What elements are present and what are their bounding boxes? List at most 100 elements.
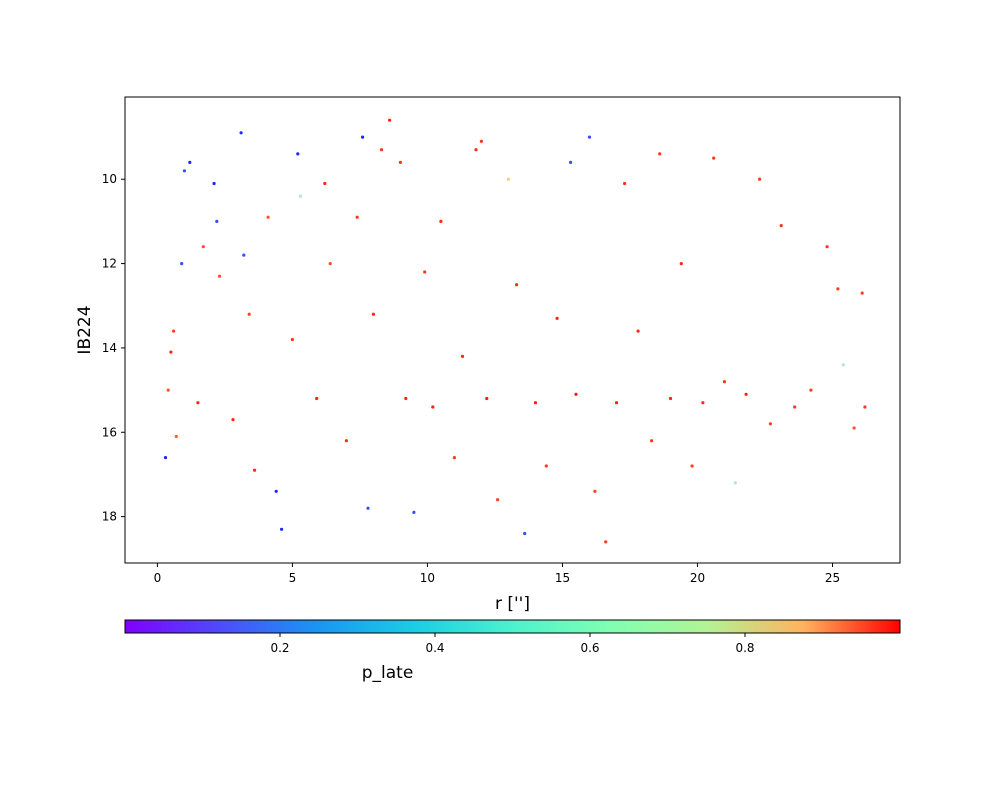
scatter-point: [506, 177, 510, 181]
scatter-point: [280, 527, 284, 531]
x-tick-label: 15: [555, 571, 570, 585]
scatter-point: [217, 274, 222, 278]
scatter-point: [779, 224, 783, 228]
scatter-point: [587, 135, 592, 139]
x-tick-label: 0: [154, 571, 162, 585]
scatter-point: [412, 510, 416, 514]
scatter-point: [650, 439, 654, 443]
scatter-point: [860, 291, 864, 295]
x-tick-label: 10: [420, 571, 435, 585]
scatter-point: [315, 396, 319, 401]
scatter-point: [533, 401, 538, 405]
colorbar: [124, 619, 901, 634]
scatter-point: [242, 253, 246, 257]
colorbar-label: p_late: [362, 663, 414, 683]
colorbar-tick-label: 0.4: [425, 641, 444, 655]
scatter-point: [439, 219, 443, 223]
colorbar-tick-label: 0.2: [270, 641, 289, 655]
scatter-point: [355, 215, 359, 219]
scatter-point: [166, 388, 170, 392]
scatter-point: [182, 169, 186, 173]
scatter-point: [863, 405, 867, 409]
scatter-point: [180, 262, 184, 266]
scatter-point: [744, 392, 748, 396]
x-tick-label: 5: [289, 571, 297, 585]
scatter-point: [323, 181, 327, 186]
scatter-point: [423, 270, 427, 274]
scatter-point: [809, 388, 813, 392]
scatter-point: [460, 354, 465, 358]
scatter-point: [569, 160, 573, 164]
scatter-point: [388, 118, 392, 122]
scatter-point: [841, 363, 845, 367]
scatter-point: [523, 531, 527, 536]
scatter-point: [452, 456, 456, 460]
scatter-point: [825, 245, 829, 249]
scatter-point: [668, 396, 673, 401]
scatter-point: [474, 148, 478, 152]
scatter-point: [768, 422, 773, 426]
scatter-point: [366, 506, 370, 510]
scatter-point: [690, 464, 694, 468]
scatter-point: [174, 434, 178, 439]
y-tick-label: 18: [102, 510, 117, 524]
scatter-point: [758, 177, 762, 181]
plot-area: [124, 96, 901, 564]
scatter-point: [172, 329, 176, 333]
scatter-point: [169, 350, 173, 354]
scatter-point: [188, 160, 192, 164]
scatter-point: [404, 396, 408, 401]
scatter-point: [722, 380, 727, 384]
scatter-point: [253, 468, 257, 472]
scatter-point: [344, 439, 348, 443]
scatter-point: [701, 401, 705, 405]
scatter-point: [298, 194, 303, 198]
scatter-point: [163, 456, 168, 460]
scatter-point: [852, 426, 856, 430]
scatter-point: [274, 489, 278, 493]
x-tick-label: 20: [690, 571, 705, 585]
scatter-point: [679, 262, 683, 266]
y-tick-label: 14: [102, 341, 117, 355]
y-tick-label: 16: [102, 425, 117, 439]
x-tick-label: 25: [825, 571, 840, 585]
colorbar-tick-label: 0.8: [735, 641, 754, 655]
scatter-point: [593, 489, 597, 493]
scatter-point: [479, 139, 483, 143]
scatter-point: [201, 245, 205, 249]
scatter-point: [266, 215, 270, 219]
scatter-point: [555, 316, 559, 320]
scatter-point: [614, 401, 619, 405]
scatter-point: [623, 181, 627, 186]
scatter-point: [361, 135, 365, 139]
scatter-point: [371, 312, 375, 316]
scatter-point: [604, 540, 608, 544]
scatter-point: [379, 148, 384, 152]
scatter-point: [296, 152, 300, 156]
colorbar-ticks: 0.2 0.4 0.6 0.8: [270, 633, 755, 655]
scatter-point: [196, 401, 200, 405]
scatter-point: [658, 152, 662, 156]
scatter-point: [239, 131, 243, 135]
scatter-point: [515, 283, 519, 287]
scatter-point: [212, 181, 216, 186]
scatter-point: [574, 392, 578, 396]
scatter-point: [496, 498, 500, 502]
y-tick-label: 12: [102, 257, 117, 271]
scatter-point: [733, 481, 737, 485]
scatter-point: [215, 219, 219, 223]
y-axis: 10 12 14 16 18: [102, 172, 125, 524]
scatter-point: [712, 156, 716, 160]
scatter-point: [544, 464, 548, 468]
y-axis-label: IB224: [75, 305, 95, 354]
scatter-point: [836, 287, 840, 291]
scatter-point: [431, 405, 435, 409]
scatter-points: [163, 118, 867, 544]
scatter-point: [636, 329, 640, 333]
scatter-point: [793, 405, 797, 409]
x-axis: 0 5 10 15 20 25: [154, 563, 840, 585]
scatter-point: [398, 160, 402, 164]
y-tick-label: 10: [102, 172, 117, 186]
scatter-point: [231, 418, 235, 422]
